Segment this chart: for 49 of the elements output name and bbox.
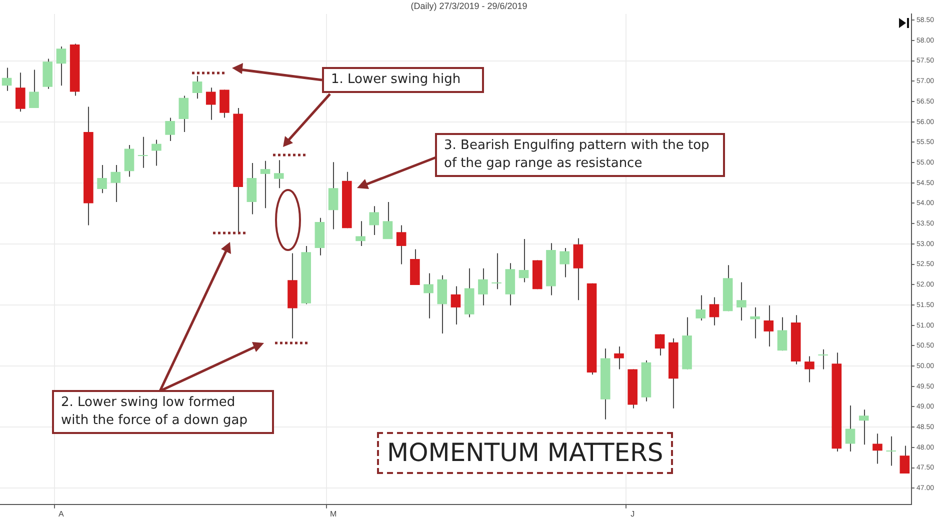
candlestick [260, 160, 270, 209]
candlestick [16, 72, 26, 112]
candlestick [886, 436, 896, 466]
candlestick [424, 272, 434, 319]
candlestick [178, 95, 189, 133]
candlestick [206, 87, 216, 120]
x-tick-label: M [330, 509, 337, 518]
candlestick [328, 162, 338, 230]
candlestick [518, 238, 529, 283]
candlestick [858, 409, 869, 446]
candlestick [396, 224, 406, 265]
candlestick [274, 160, 284, 189]
candlestick [818, 348, 828, 370]
annotation: 1. Lower swing high [322, 67, 484, 93]
candlestick [138, 136, 148, 168]
candlestick [220, 89, 230, 118]
candlestick [709, 296, 720, 326]
candlestick [165, 117, 175, 142]
chart-title: (Daily) 27/3/2019 - 29/6/2019 [410, 1, 528, 11]
candlestick [900, 445, 910, 474]
candlestick [152, 139, 162, 166]
candlestick [872, 433, 882, 464]
candlestick [777, 316, 788, 352]
candlestick [382, 202, 393, 240]
candlestick [492, 252, 502, 290]
candlestick [696, 294, 706, 321]
candlestick [110, 164, 121, 203]
candlestick [804, 356, 814, 383]
candlestick [736, 282, 746, 321]
candlestick [97, 164, 107, 194]
annotation: 2. Lower swing low formed with the force of a down gap [52, 390, 274, 434]
candlestick [124, 144, 134, 178]
annotation: 3. Bearish Engulfing pattern with the top of the gap range as resistance [435, 133, 725, 177]
candlestick [56, 46, 66, 86]
annotation: MOMENTUM MATTERS [377, 432, 674, 474]
candlestick [356, 220, 366, 246]
candlestick [369, 206, 380, 236]
candlestick [450, 286, 461, 326]
candlestick [614, 346, 624, 370]
candlestick [478, 268, 488, 306]
candlestick [2, 67, 12, 92]
candlestick [29, 69, 39, 109]
candlestick [845, 405, 856, 452]
candlestick [654, 334, 665, 356]
x-tick-label: A [58, 509, 65, 518]
candlestick [192, 75, 202, 100]
candlestick [560, 248, 570, 278]
x-tick-label: J [630, 509, 635, 518]
candlestick [764, 304, 774, 347]
